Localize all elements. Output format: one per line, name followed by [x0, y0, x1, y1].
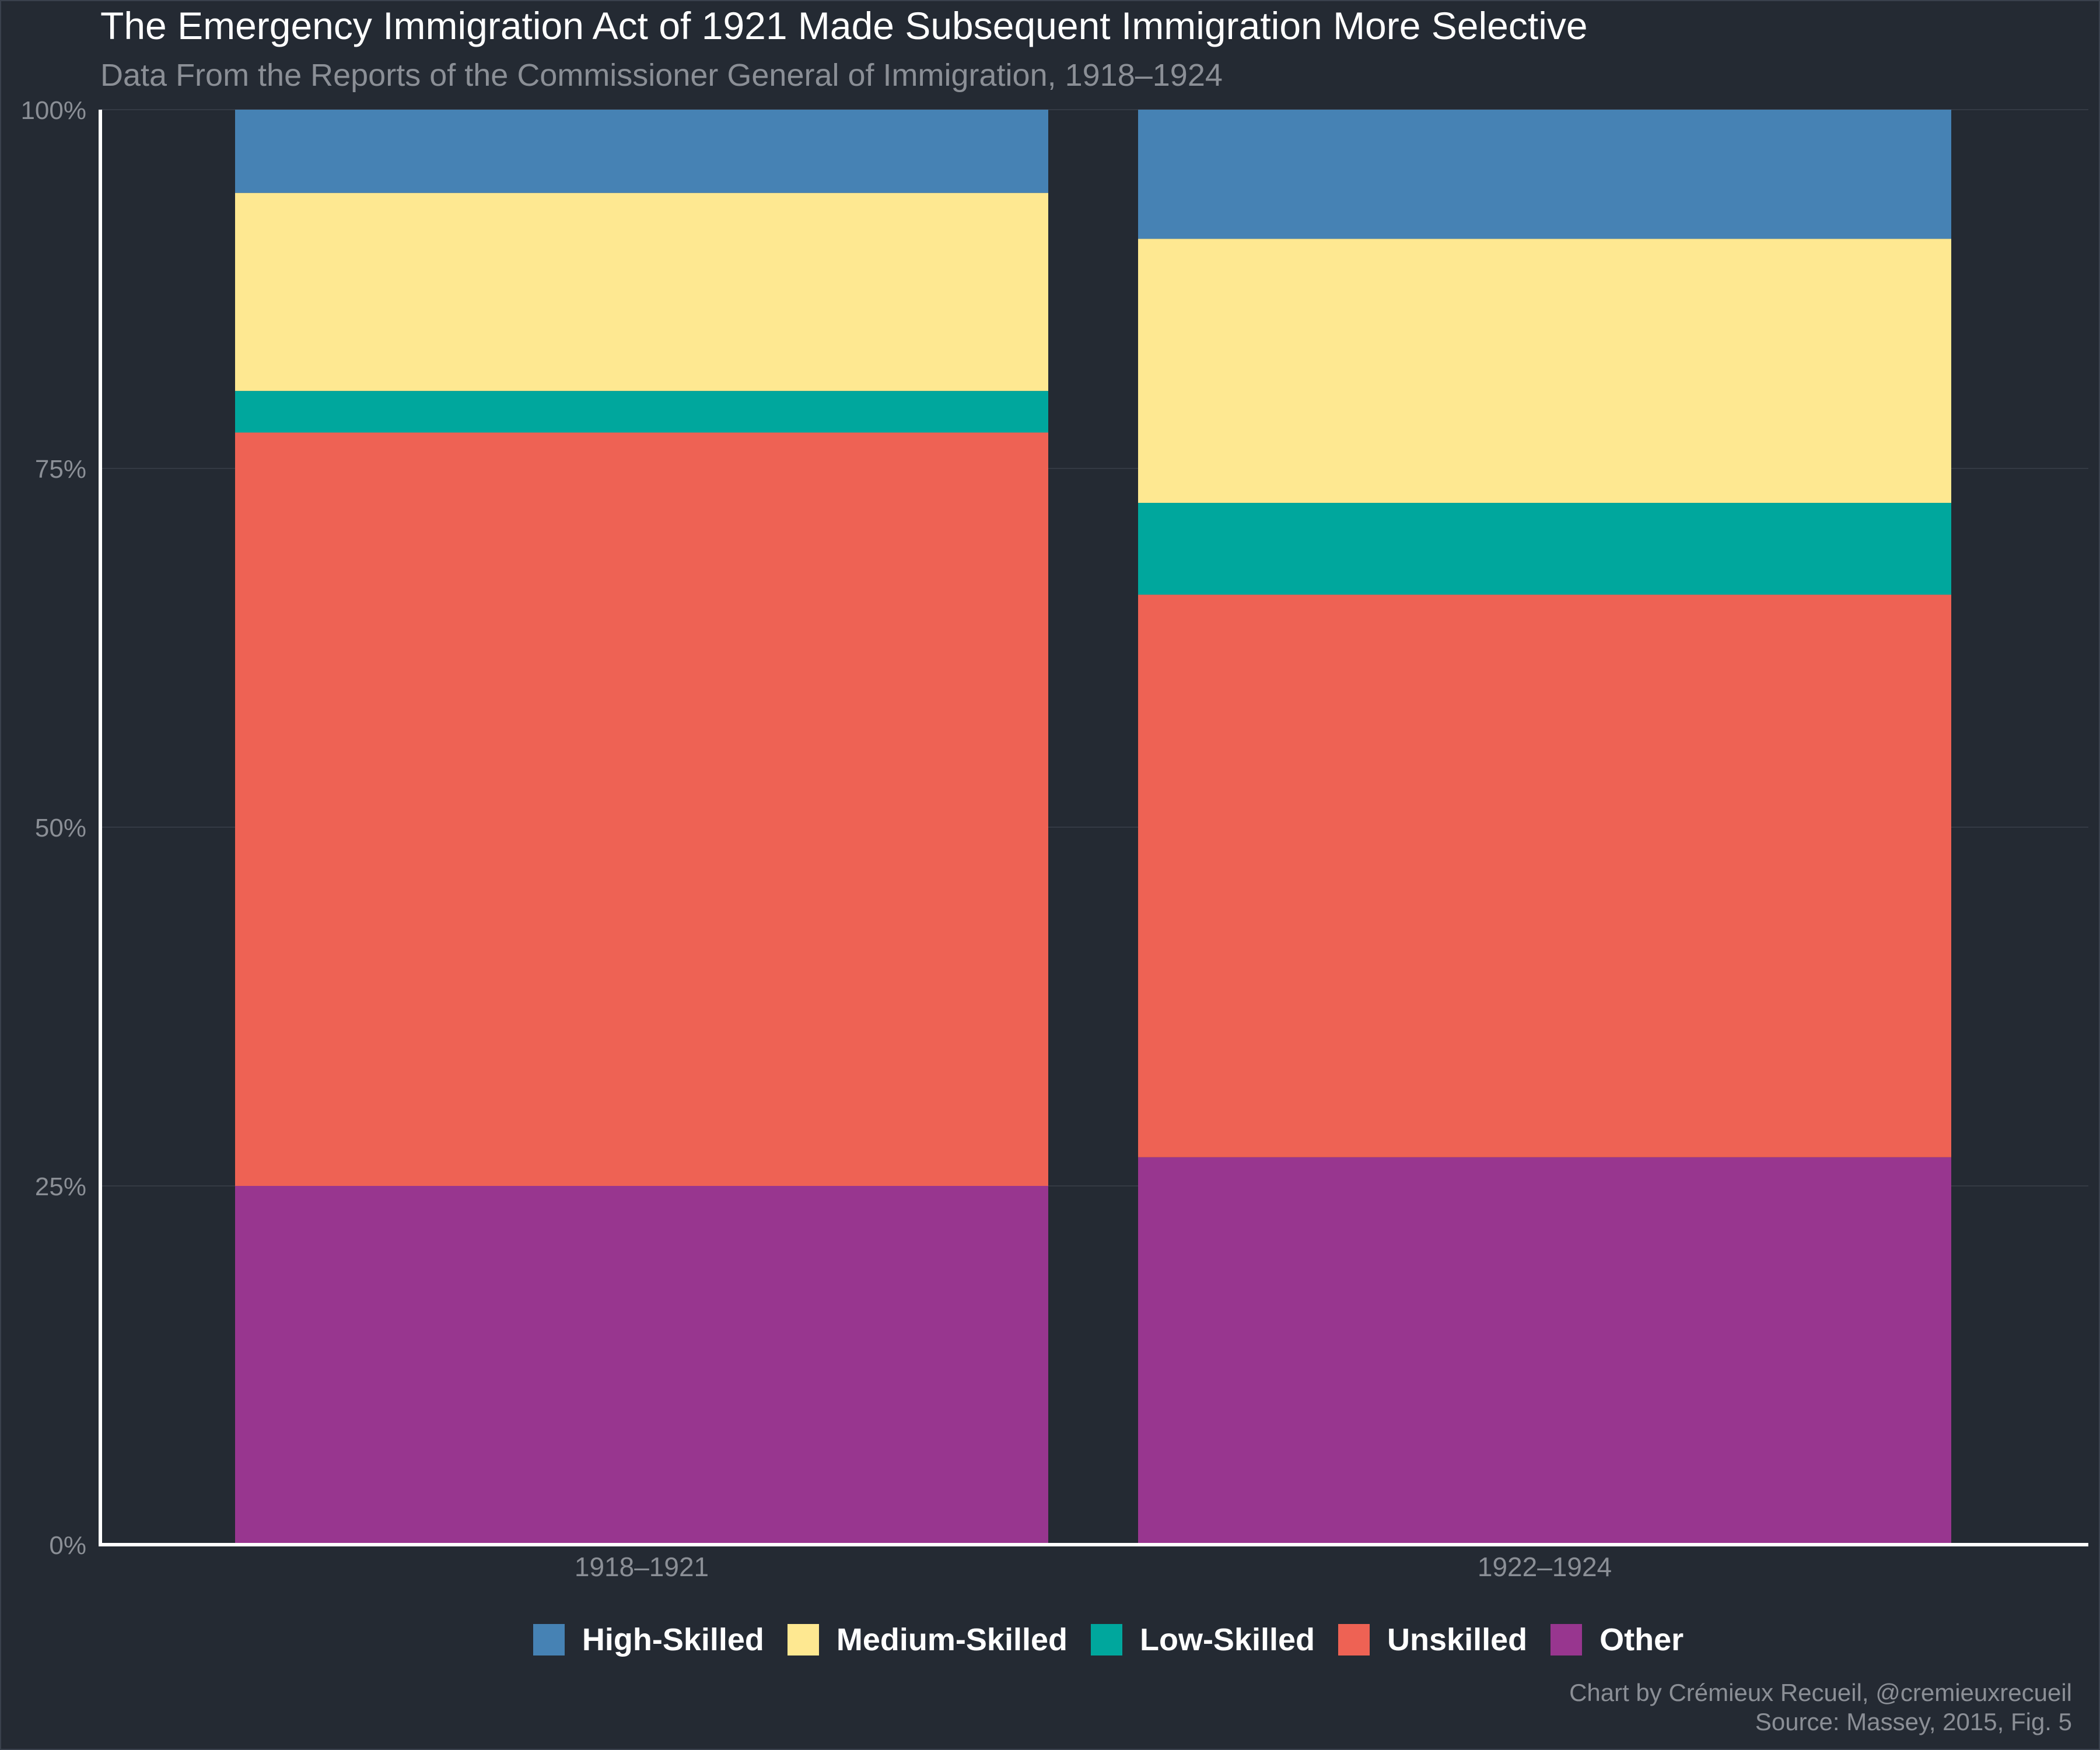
bar-segment	[1138, 594, 1951, 1157]
chart-source: Source: Massey, 2015, Fig. 5	[1755, 1708, 2072, 1735]
legend-item: Unskilled	[1338, 1622, 1527, 1658]
y-tick-label: 50%	[35, 814, 86, 842]
bar-segment	[1138, 239, 1951, 503]
x-tick-label: 1918–1921	[575, 1552, 709, 1582]
bars	[235, 110, 1951, 1545]
legend-swatch	[1090, 1624, 1122, 1656]
legend-item: High-Skilled	[533, 1622, 764, 1658]
legend-swatch	[533, 1624, 565, 1656]
legend-label: Unskilled	[1387, 1622, 1528, 1657]
legend-label: Medium-Skilled	[836, 1622, 1068, 1657]
bar-segment	[235, 1186, 1048, 1545]
y-tick-label: 100%	[20, 96, 86, 125]
bar-segment	[235, 432, 1048, 1186]
chart-title: The Emergency Immigration Act of 1921 Ma…	[100, 4, 1588, 47]
legend: High-Skilled Medium-Skilled Low-Skilled Uns…	[0, 1622, 2100, 1658]
y-tick-label: 25%	[35, 1172, 86, 1201]
legend-label: Other	[1600, 1622, 1684, 1657]
legend-swatch	[1550, 1624, 1583, 1656]
bar-segment	[1138, 1157, 1951, 1545]
legend-swatch	[1338, 1624, 1370, 1656]
legend-label: High-Skilled	[582, 1622, 764, 1657]
y-tick-label: 0%	[49, 1531, 86, 1560]
legend-item: Low-Skilled	[1090, 1622, 1315, 1658]
axes	[99, 110, 2088, 1546]
bar-segment	[1138, 503, 1951, 595]
legend-item: Other	[1550, 1622, 1684, 1658]
x-tick-label: 1922–1924	[1478, 1552, 1612, 1582]
bar-segment	[235, 391, 1048, 433]
legend-swatch	[787, 1624, 819, 1656]
tick-labels: 0% 25% 50% 75% 100% 1918–1921 1922–1924	[20, 96, 1612, 1582]
bar-segment	[235, 110, 1048, 193]
bar-segment	[1138, 110, 1951, 239]
chart-credit: Chart by Crémieux Recueil, @cremieuxrecu…	[1569, 1679, 2072, 1706]
legend-item: Medium-Skilled	[787, 1622, 1068, 1658]
bar-segment	[235, 192, 1048, 391]
legend-label: Low-Skilled	[1139, 1622, 1315, 1657]
y-tick-label: 75%	[35, 455, 86, 484]
chart-subtitle: Data From the Reports of the Commissione…	[100, 58, 1223, 93]
